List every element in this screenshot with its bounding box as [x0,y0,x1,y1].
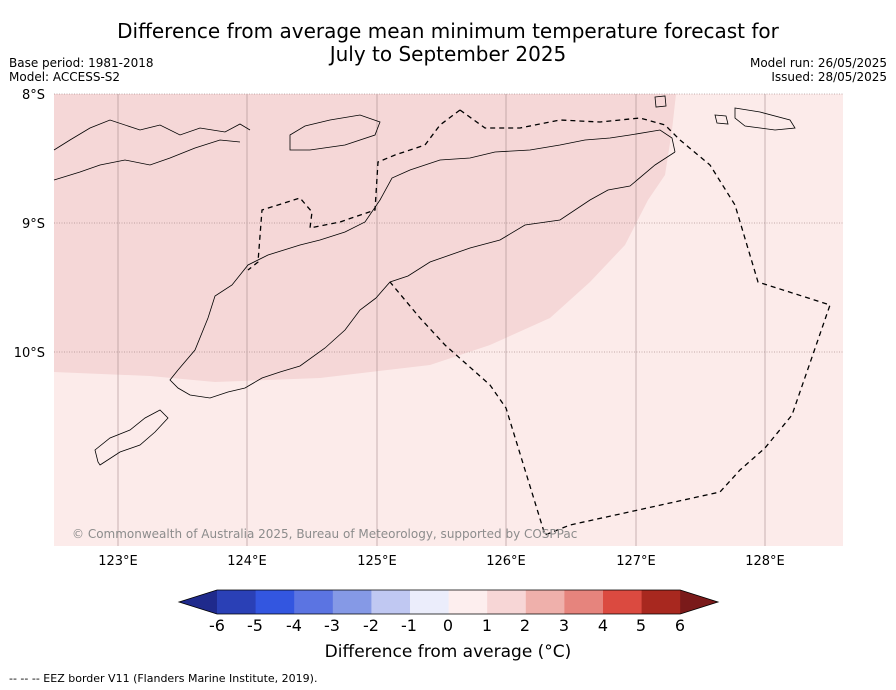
model-name: Model: ACCESS-S2 [9,70,121,84]
colorbar-outline [177,589,720,615]
eez-border-line-2 [389,109,831,536]
lon-label-125e: 125°E [357,554,397,569]
colorbar-swatch [564,590,604,614]
colorbar-swatch [641,590,681,614]
lat-label-10s: 10°S [14,346,45,361]
gridlines-lon [117,94,766,546]
colorbar-tick: 5 [635,616,647,635]
colorbar-extend-high [680,590,718,614]
islet-2 [714,114,729,125]
islet-1 [654,95,667,108]
colorbar-tick: -3 [324,616,340,635]
timor-coast-west [177,129,676,371]
colorbar-tick: 3 [558,616,570,635]
lon-label-128e: 128°E [745,554,785,569]
colorbar-tick: 4 [597,616,609,635]
meta-left: Base period: 1981-2018 Model: ACCESS-S2 [9,56,154,84]
coastlines [53,95,796,466]
meta-right: Model run: 26/05/2025 Issued: 28/05/2025 [750,56,887,84]
colorbar-tick: 1 [481,616,493,635]
colorbar-swatch [603,590,643,614]
lembata-coast [289,114,381,151]
colorbar-swatch [371,590,411,614]
colorbar-tick: -4 [286,616,302,635]
alor-coast [53,119,251,151]
lon-label-127e: 127°E [616,554,656,569]
colorbar-swatch [332,590,372,614]
flores-east-coast [53,139,241,181]
lat-label-9s: 9°S [22,217,45,232]
footer-eez-note: -- -- -- EEZ border V11 (Flanders Marine… [9,672,318,685]
issued-date: Issued: 28/05/2025 [771,70,887,84]
lat-label-8s: 8°S [22,88,45,103]
colorbar-swatch [525,590,565,614]
colorbar-swatch [487,590,527,614]
chart-title-line1: Difference from average mean minimum tem… [117,19,779,43]
lon-label-124e: 124°E [227,554,267,569]
eez-border-line [247,109,461,271]
timor-coast-north [375,151,676,299]
colorbar-tick: 6 [674,616,686,635]
colorbar-swatch [448,590,488,614]
colorbar [177,589,720,615]
base-period: Base period: 1981-2018 [9,56,154,70]
wetar-coast [734,107,796,131]
colorbar-swatch [217,590,257,614]
model-run: Model run: 26/05/2025 [749,56,887,70]
colorbar-tick: -2 [363,616,379,635]
colorbar-tick: -1 [401,616,417,635]
colorbar-tick: -5 [247,616,263,635]
gridlines [54,93,843,353]
rote-coast [94,409,169,466]
timor-coast-south [169,297,377,399]
colorbar-swatch [410,590,450,614]
colorbar-tick: -6 [209,616,225,635]
lon-label-123e: 123°E [98,554,138,569]
colorbar-extend-low [179,590,217,614]
colorbar-label: Difference from average (°C) [324,642,572,662]
anomaly-region-1-2 [54,94,676,382]
lon-label-126e: 126°E [486,554,526,569]
chart-title-line2: July to September 2025 [329,42,567,66]
colorbar-swatch [255,590,295,614]
colorbar-tick: 2 [519,616,531,635]
copyright-text: © Commonwealth of Australia 2025, Bureau… [72,527,578,541]
eez-border [247,109,831,536]
colorbar-tick: 0 [442,616,454,635]
chart-title: Difference from average mean minimum tem… [0,20,896,66]
colorbar-swatch [294,590,334,614]
